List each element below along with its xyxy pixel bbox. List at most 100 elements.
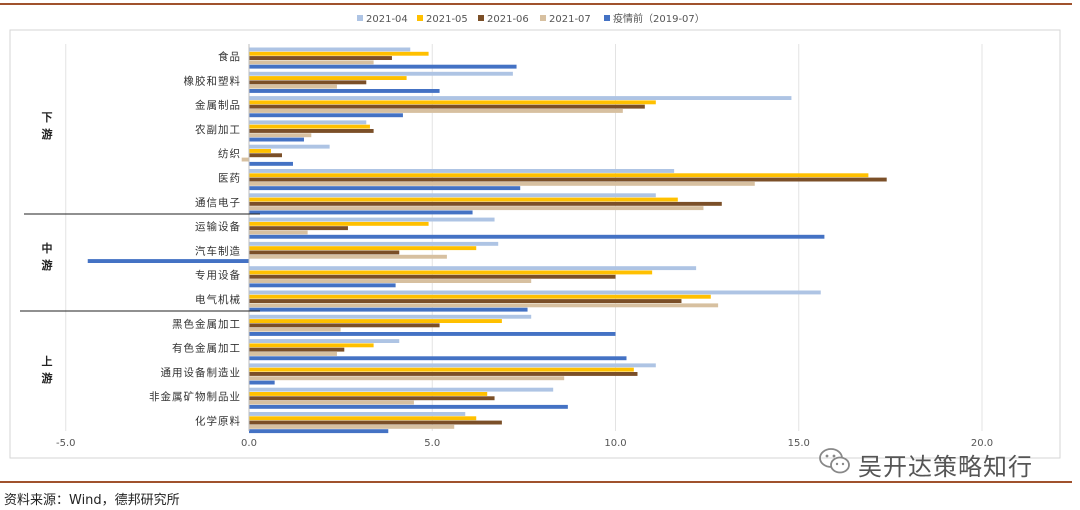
bar [249,347,345,352]
bar [249,206,704,211]
bar [249,129,374,133]
category-label: 电气机械 [195,293,241,306]
bar [249,356,627,361]
bar [249,173,869,178]
bar [249,234,825,239]
plot-frame [9,29,1061,459]
legend-label: 2021-06 [487,14,529,25]
bar [249,230,308,235]
bar [241,157,249,162]
bar [249,343,374,348]
category-label: 专用设备 [195,269,241,282]
bar [249,424,455,429]
category-label: 医药 [218,173,241,185]
bar [249,47,411,52]
bar [249,376,565,381]
bar [249,100,656,105]
category-label: 农副加工 [195,123,241,136]
bar [249,392,488,396]
category-label: 通信电子 [195,196,241,209]
group-label: 中 [42,241,53,255]
bar [249,367,634,372]
category-label: 汽车制造 [195,244,241,257]
group-label: 游 [42,258,53,272]
bar [249,201,722,206]
category-label: 通用设备制造业 [161,366,242,379]
x-tick-label: 15.0 [788,438,810,449]
bar [249,290,821,295]
bar [249,197,678,202]
bar [249,363,656,368]
bar [249,96,792,100]
bar [249,416,477,421]
watermark-text: 吴开达策略知行 [858,453,1033,481]
bar [249,89,440,93]
bar [249,241,499,246]
source-note: 资料来源：Wind，德邦研究所 [4,493,180,508]
bar [249,161,293,166]
bar [249,124,370,129]
bar [249,181,755,186]
bar [249,186,521,191]
legend-label: 疫情前（2019-07） [613,12,705,25]
category-label: 金属制品 [195,99,241,112]
category-label: 橡胶和塑料 [184,74,242,87]
bar [249,51,429,56]
bar [249,332,616,336]
legend-swatch [604,15,610,21]
bar [249,283,396,288]
x-tick-label: 20.0 [971,438,993,449]
category-label: 非金属矿物制品业 [149,390,241,403]
bar [249,323,440,328]
bar [249,56,392,60]
bar [249,71,513,76]
bar [249,76,407,80]
group-label: 游 [42,371,53,385]
bar [249,412,466,416]
bar [249,193,656,198]
legend-label: 2021-04 [366,14,408,25]
legend-swatch [357,15,363,21]
bar [249,420,502,425]
bar [249,270,653,275]
bar [249,210,473,215]
bar [249,339,400,343]
bar [249,113,403,118]
category-label: 食品 [218,50,241,63]
bar [249,109,623,113]
legend-label: 2021-07 [549,14,591,25]
bar [249,133,312,138]
bar [249,177,887,182]
bar [249,400,414,405]
bar [249,307,528,312]
x-tick-label: 10.0 [604,438,626,449]
bar [249,250,400,255]
bar [249,327,341,332]
bar [249,84,337,89]
bar [249,380,275,385]
bar [249,429,389,434]
x-tick-label: 5.0 [424,438,440,449]
bar [249,137,304,142]
bar [249,319,502,323]
bottom-rule [0,481,1072,483]
bar [249,299,682,303]
category-label: 黑色金属加工 [172,317,241,330]
wechat-icon [819,448,850,474]
bar [249,80,367,85]
legend-swatch [417,15,423,21]
bar [249,274,616,279]
bar [249,254,447,259]
legend-swatch [540,15,546,21]
bar [249,153,282,158]
top-rule [0,3,1072,5]
bar [249,266,697,271]
bar [249,169,675,173]
bar [249,221,429,226]
bar [249,104,645,109]
bar [249,387,554,392]
bar-chart: 食品橡胶和塑料金属制品农副加工纺织医药通信电子运输设备汽车制造专用设备电气机械黑… [9,12,1061,459]
x-tick-label: -5.0 [56,438,76,449]
bar [249,352,337,356]
